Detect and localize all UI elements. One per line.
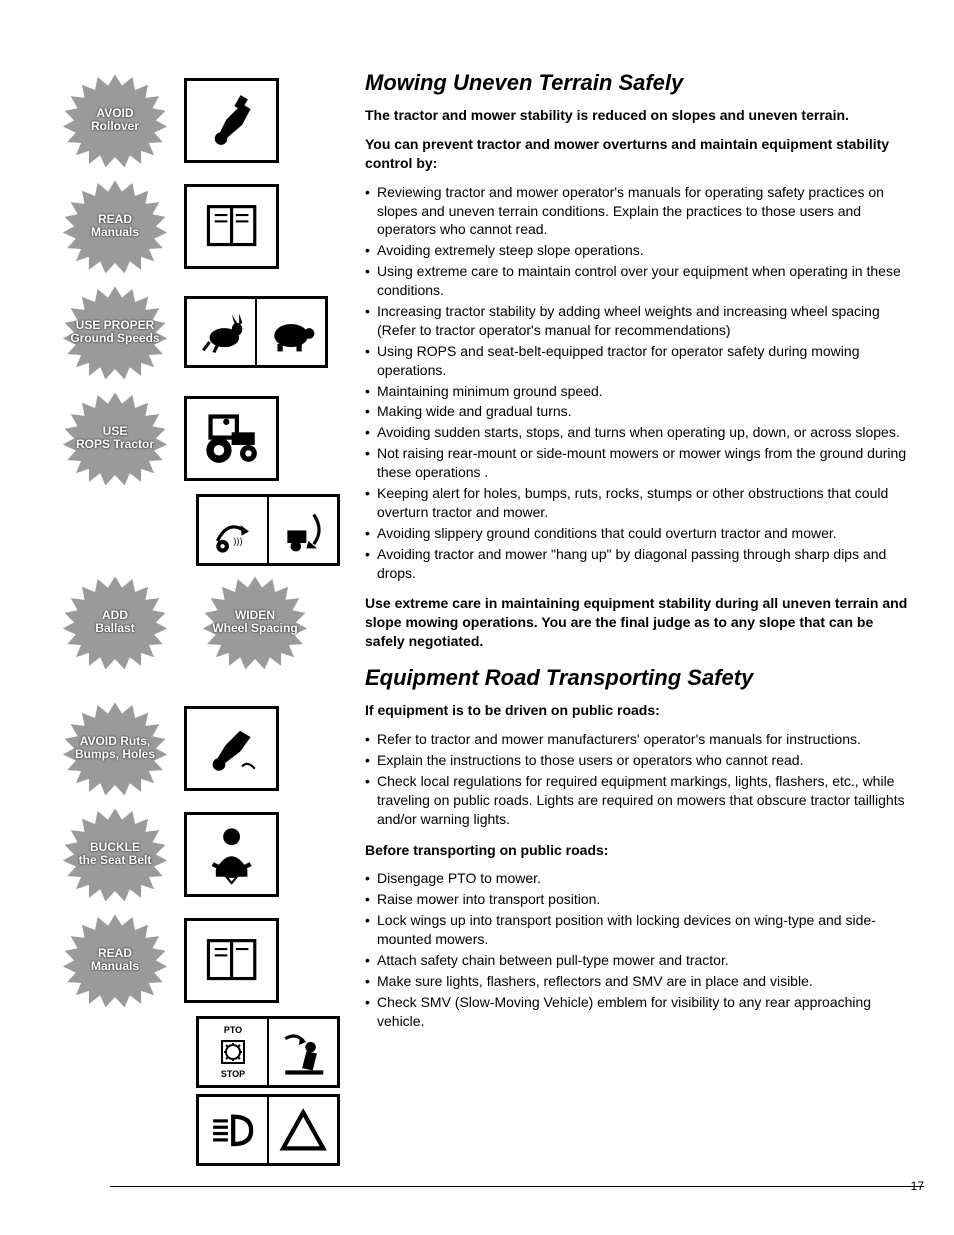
page-container: AVOIDRollover READManuals USE PROPERGrou… [50,70,924,1172]
tractor-icon [184,396,279,481]
bullet-item: Avoiding extremely steep slope operation… [365,241,914,260]
manual-icon [184,184,279,269]
manual-icon-2 [184,918,279,1003]
pto-stop-icon: PTO STOP [196,1016,268,1088]
raise-mower-icon [268,1016,340,1088]
seatbelt-icon [184,812,279,897]
section2-title: Equipment Road Transporting Safety [365,665,914,691]
burst-label: READManuals [83,213,147,239]
section2-bullets2: Disengage PTO to mower. Raise mower into … [365,869,914,1030]
burst-label: BUCKLEthe Seat Belt [71,841,160,867]
row-pto-stop: PTO STOP [180,1016,340,1088]
bullet-item: Explain the instructions to those users … [365,751,914,770]
bullet-item: Attach safety chain between pull-type mo… [365,951,914,970]
section2-lead2: Before transporting on public roads: [365,841,914,860]
headlight-icon [196,1094,268,1166]
bullet-item: Reviewing tractor and mower operator's m… [365,183,914,240]
bullet-item: Avoiding slippery ground conditions that… [365,524,914,543]
bullet-item: Not raising rear-mount or side-mount mow… [365,444,914,482]
rabbit-icon [184,296,256,368]
speed-icon-pair [180,296,328,368]
lights-icon-pair [192,1094,340,1166]
burst-ground-speeds: USE PROPERGround Speeds [50,282,180,382]
burst-read-manuals-2: READManuals [50,910,180,1010]
burst-add-ballast: ADDBallast [50,572,180,672]
burst-rops: USEROPS Tractor [50,388,180,488]
section1-title: Mowing Uneven Terrain Safely [365,70,914,96]
bullet-item: Avoiding tractor and mower "hang up" by … [365,545,914,583]
bullet-item: Using ROPS and seat-belt-equipped tracto… [365,342,914,380]
bullet-item: Raise mower into transport position. [365,890,914,909]
page-number: 17 [911,1179,924,1193]
section1-closing: Use extreme care in maintaining equipmen… [365,594,914,651]
overturn-icon-pair: ))) [192,494,340,566]
smv-triangle-icon [268,1094,340,1166]
burst-avoid-ruts: AVOID Ruts,Bumps, Holes [50,698,180,798]
section2-bullets1: Refer to tractor and mower manufacturers… [365,730,914,828]
burst-label: ADDBallast [87,609,142,635]
bullet-item: Check SMV (Slow-Moving Vehicle) emblem f… [365,993,914,1031]
bullet-item: Keeping alert for holes, bumps, ruts, ro… [365,484,914,522]
burst-label: READManuals [83,947,147,973]
burst-label: AVOID Ruts,Bumps, Holes [67,735,163,761]
bullet-item: Maintaining minimum ground speed. [365,382,914,401]
burst-avoid-rollover: AVOIDRollover [50,70,180,170]
row-lights [180,1094,340,1166]
turtle-icon [256,296,328,368]
row-read-manuals2: READManuals [50,910,340,1010]
svg-text:))): ))) [233,536,243,547]
burst-widen-wheel: WIDENWheel Spacing [190,572,320,672]
row-buckle: BUCKLEthe Seat Belt [50,804,340,904]
bullet-item: Making wide and gradual turns. [365,402,914,421]
section1-bullets: Reviewing tractor and mower operator's m… [365,183,914,583]
row-overturn-icons: ))) [180,494,340,566]
ruts-icon [184,706,279,791]
bullet-item: Increasing tractor stability by adding w… [365,302,914,340]
pto-icon-pair: PTO STOP [192,1016,340,1088]
section1-lead: You can prevent tractor and mower overtu… [365,135,914,173]
bullet-item: Disengage PTO to mower. [365,869,914,888]
burst-label: USE PROPERGround Speeds [62,319,167,345]
row-avoid-rollover: AVOIDRollover [50,70,340,170]
burst-label: USEROPS Tractor [68,425,162,451]
side-overturn-icon: ))) [196,494,268,566]
row-read-manuals: READManuals [50,176,340,276]
burst-label: WIDENWheel Spacing [204,609,305,635]
row-ballast-widen: ADDBallast WIDENWheel Spacing [50,572,340,672]
rollover-icon [184,78,279,163]
bullet-item: Check local regulations for required equ… [365,772,914,829]
burst-buckle: BUCKLEthe Seat Belt [50,804,180,904]
bullet-item: Avoiding sudden starts, stops, and turns… [365,423,914,442]
left-icons-column: AVOIDRollover READManuals USE PROPERGrou… [50,70,340,1172]
pto-label: PTO [224,1025,242,1035]
section2-lead1: If equipment is to be driven on public r… [365,701,914,720]
bullet-item: Make sure lights, flashers, reflectors a… [365,972,914,991]
row-avoid-ruts: AVOID Ruts,Bumps, Holes [50,698,340,798]
row-rops: USEROPS Tractor [50,388,340,488]
bullet-item: Lock wings up into transport position wi… [365,911,914,949]
rear-overturn-icon [268,494,340,566]
stop-label: STOP [221,1069,245,1079]
bullet-item: Using extreme care to maintain control o… [365,262,914,300]
burst-read-manuals: READManuals [50,176,180,276]
row-speed: USE PROPERGround Speeds [50,282,340,382]
footer-rule [110,1186,924,1187]
bullet-item: Refer to tractor and mower manufacturers… [365,730,914,749]
section1-intro: The tractor and mower stability is reduc… [365,106,914,125]
burst-label: AVOIDRollover [83,107,147,133]
text-column: Mowing Uneven Terrain Safely The tractor… [365,70,924,1172]
